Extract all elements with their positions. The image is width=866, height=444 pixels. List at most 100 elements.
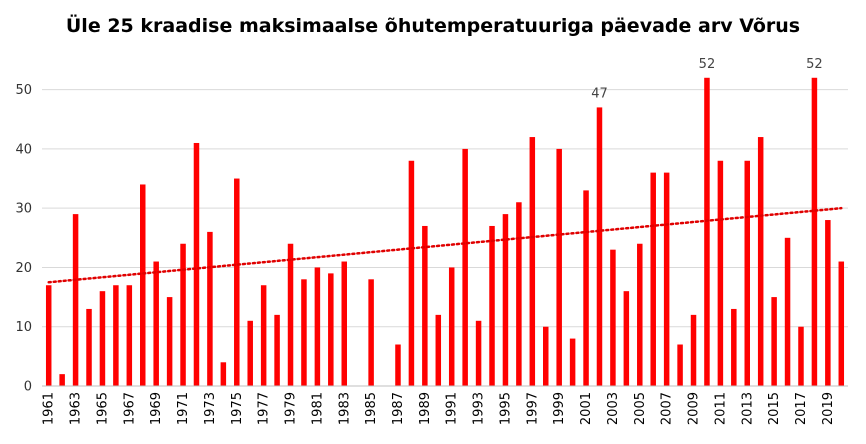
bar-1990 — [435, 314, 442, 386]
bar-2005 — [637, 243, 643, 386]
bar-2019 — [825, 220, 831, 386]
x-tick-label: 2009 — [687, 392, 702, 425]
x-tick-label: 1971 — [176, 392, 191, 425]
bar-1991 — [448, 267, 455, 386]
bar-2006 — [650, 172, 656, 386]
bar-1989 — [422, 225, 428, 386]
bar-2000 — [569, 338, 576, 386]
bar-1979 — [287, 243, 294, 386]
y-tick-label: 0 — [24, 380, 32, 395]
bar-2013 — [744, 160, 750, 386]
bar-1964 — [86, 308, 92, 386]
bar-1976 — [247, 320, 253, 386]
bar-2003 — [610, 249, 616, 386]
bar-1999 — [556, 148, 562, 386]
x-tick-label: 1963 — [69, 392, 84, 425]
gridlines — [42, 89, 848, 328]
bar-2007 — [663, 172, 670, 386]
bar-1982 — [328, 273, 334, 386]
labels: 1961 1963 1965 1967 1969 1971 1973 1975 1977 1979… — [42, 57, 836, 425]
bar-2014 — [757, 137, 764, 386]
x-tick-label: 2013 — [740, 392, 755, 425]
bar-1996 — [516, 202, 522, 386]
data-label: 47 — [591, 86, 608, 101]
bar-1993 — [475, 320, 482, 386]
bar-1985 — [368, 279, 374, 386]
bars — [45, 77, 845, 387]
bar-1981 — [314, 267, 321, 386]
x-tick-label: 2001 — [579, 392, 594, 425]
chart-title: Üle 25 kraadise maksimaalse õhutemperatu… — [65, 15, 801, 37]
x-tick-label: 2007 — [660, 392, 675, 425]
bar-1975 — [234, 178, 240, 386]
bar-2018 — [811, 77, 818, 387]
bar-2001 — [583, 190, 589, 386]
trendline-layer — [47, 206, 843, 284]
bar-1965 — [99, 291, 106, 386]
x-tick-label: 1995 — [498, 392, 513, 425]
trendline — [47, 206, 843, 284]
data-label: 52 — [806, 57, 823, 72]
x-tick-label: 1983 — [337, 392, 352, 425]
bar-2004 — [623, 291, 630, 386]
bar-1998 — [543, 326, 549, 386]
y-tick-label: 10 — [15, 320, 32, 335]
bar-1961 — [45, 285, 52, 386]
bar-2002 — [596, 107, 603, 386]
x-tick-label: 2017 — [794, 392, 809, 425]
y-tick-label: 40 — [15, 142, 32, 157]
bar-1988 — [408, 160, 415, 386]
y-tick-label: 20 — [15, 261, 32, 276]
x-tick-label: 1997 — [525, 392, 540, 425]
y-tick-label: 50 — [15, 83, 32, 98]
bar-1983 — [341, 261, 347, 386]
bar-1971 — [180, 243, 186, 386]
bar-2009 — [690, 314, 697, 386]
bar-2020 — [838, 261, 845, 386]
bar-1995 — [502, 214, 509, 386]
axes: 0 10 20 30 40 50 — [15, 83, 848, 395]
bar-1992 — [462, 148, 468, 386]
x-tick-label: 2003 — [606, 392, 621, 425]
bar-1980 — [301, 279, 307, 386]
bar-1972 — [193, 142, 200, 386]
bar-2016 — [784, 237, 791, 386]
bar-1997 — [529, 137, 536, 386]
x-tick-label: 2019 — [821, 392, 836, 425]
bar-1977 — [260, 285, 267, 386]
x-tick-label: 1981 — [310, 392, 325, 425]
x-tick-label: 1969 — [149, 392, 164, 425]
bar-1973 — [207, 231, 213, 386]
x-tick-label: 1999 — [552, 392, 567, 425]
bar-2011 — [717, 160, 724, 386]
x-tick-label: 1985 — [364, 392, 379, 425]
x-tick-label: 1989 — [418, 392, 433, 425]
x-tick-label: 1993 — [472, 392, 487, 425]
bar-1987 — [395, 344, 401, 386]
x-tick-label: 1961 — [42, 392, 57, 425]
bar-2017 — [798, 326, 804, 386]
x-tick-label: 1979 — [284, 392, 299, 425]
data-label: 52 — [699, 57, 716, 72]
bar-2010 — [704, 77, 710, 387]
x-tick-label: 2005 — [633, 392, 648, 425]
bar-1970 — [166, 297, 173, 386]
bar-1963 — [72, 214, 79, 386]
bar-1969 — [153, 261, 159, 386]
x-tick-label: 1991 — [445, 392, 460, 425]
bar-1974 — [220, 362, 227, 386]
bar-1962 — [59, 374, 65, 386]
x-tick-label: 1967 — [122, 392, 137, 425]
bar-2015 — [771, 297, 777, 386]
x-tick-label: 1973 — [203, 392, 218, 425]
x-tick-label: 1975 — [230, 392, 245, 425]
x-tick-label: 1965 — [95, 392, 110, 425]
x-tick-label: 2011 — [713, 392, 728, 425]
y-tick-label: 30 — [15, 202, 32, 217]
bar-1978 — [274, 314, 280, 386]
x-tick-label: 1987 — [391, 392, 406, 425]
bar-1994 — [489, 225, 495, 386]
x-tick-label: 1977 — [257, 392, 272, 425]
